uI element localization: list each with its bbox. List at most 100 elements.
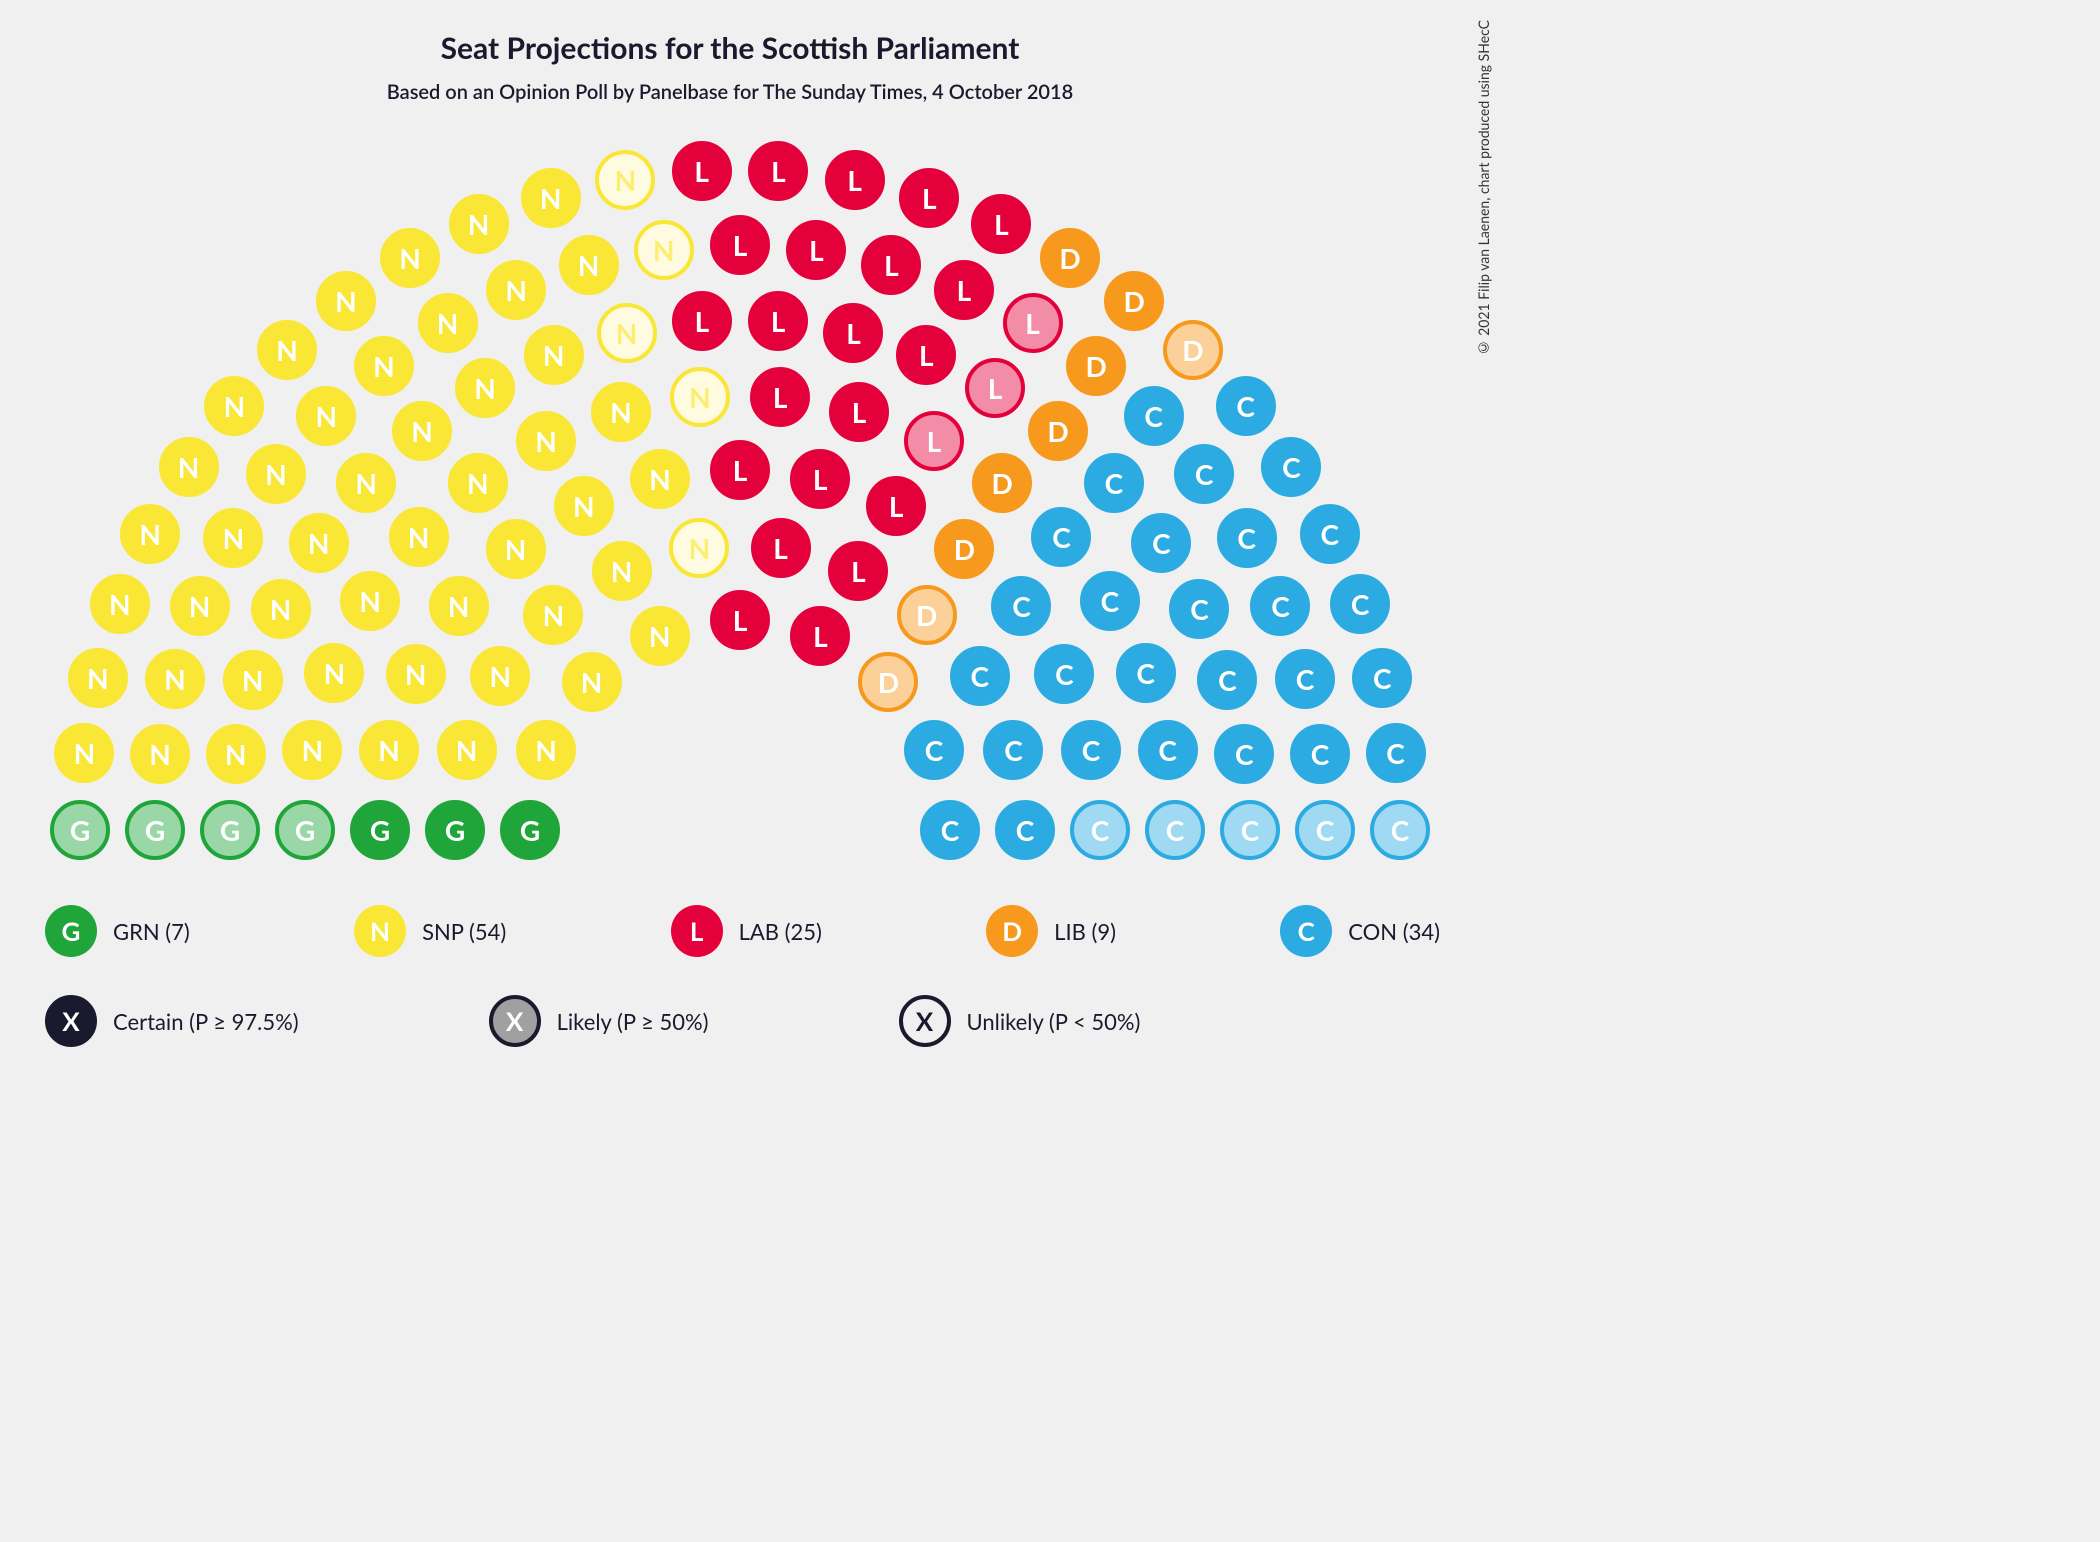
seat: L bbox=[861, 235, 921, 295]
seat: L bbox=[786, 220, 846, 280]
seat: N bbox=[524, 325, 584, 385]
seat: D bbox=[1163, 320, 1223, 380]
seat: C bbox=[1290, 724, 1350, 784]
seat: N bbox=[516, 720, 576, 780]
seat: L bbox=[710, 440, 770, 500]
seat: G bbox=[500, 800, 560, 860]
seat: L bbox=[904, 411, 964, 471]
seat: L bbox=[750, 367, 810, 427]
seat: C bbox=[995, 800, 1055, 860]
seat: C bbox=[1275, 649, 1335, 709]
seat: G bbox=[425, 800, 485, 860]
seat: G bbox=[125, 800, 185, 860]
seat: L bbox=[828, 541, 888, 601]
legend-circle-icon: D bbox=[986, 905, 1038, 957]
seat: N bbox=[449, 194, 509, 254]
legend-probability-item: XCertain (P ≥ 97.5%) bbox=[45, 995, 299, 1047]
copyright-text: © 2021 Filip van Laenen, chart produced … bbox=[1475, 20, 1492, 356]
seat: N bbox=[554, 476, 614, 536]
seat: L bbox=[823, 303, 883, 363]
seat: D bbox=[1028, 401, 1088, 461]
seat: D bbox=[1104, 271, 1164, 331]
seat: L bbox=[672, 291, 732, 351]
seat: N bbox=[521, 168, 581, 228]
seat: C bbox=[1034, 644, 1094, 704]
seat: N bbox=[670, 367, 730, 427]
seat: N bbox=[634, 220, 694, 280]
seat: N bbox=[296, 386, 356, 446]
seat: L bbox=[790, 449, 850, 509]
seat: L bbox=[825, 150, 885, 210]
seat: N bbox=[592, 541, 652, 601]
legend-party-label: GRN (7) bbox=[113, 918, 190, 945]
seat: N bbox=[145, 649, 205, 709]
seat: L bbox=[971, 194, 1031, 254]
seat: N bbox=[304, 643, 364, 703]
seat: G bbox=[350, 800, 410, 860]
seat: D bbox=[934, 519, 994, 579]
seat: L bbox=[866, 476, 926, 536]
legend-probability-label: Certain (P ≥ 97.5%) bbox=[113, 1008, 299, 1035]
legend-circle-icon: G bbox=[45, 905, 97, 957]
seat: C bbox=[983, 720, 1043, 780]
seat: N bbox=[282, 720, 342, 780]
seat: L bbox=[710, 590, 770, 650]
seat: N bbox=[389, 507, 449, 567]
legend-party-lib: D LIB (9) bbox=[986, 905, 1116, 957]
parliament-chart: Seat Projections for the Scottish Parlia… bbox=[0, 0, 1500, 1101]
legend-probability-label: Unlikely (P < 50%) bbox=[967, 1008, 1141, 1035]
seat: G bbox=[275, 800, 335, 860]
hemicycle: GGGGGGGNNNNNNNNNNNNNNNNNNNNNNNNNNNNNNNNN… bbox=[30, 110, 1450, 870]
legend-party-label: CON (34) bbox=[1348, 918, 1440, 945]
legend-probability-item: X Likely (P ≥ 50%) bbox=[489, 995, 709, 1047]
seat: N bbox=[340, 571, 400, 631]
seat: L bbox=[748, 291, 808, 351]
seat: N bbox=[204, 376, 264, 436]
seat: L bbox=[710, 215, 770, 275]
seat: N bbox=[257, 320, 317, 380]
seat: G bbox=[200, 800, 260, 860]
seat: C bbox=[991, 576, 1051, 636]
seat: L bbox=[965, 358, 1025, 418]
seat: C bbox=[1330, 574, 1390, 634]
seat: C bbox=[1145, 800, 1205, 860]
seat: C bbox=[1124, 386, 1184, 446]
seat: C bbox=[1070, 800, 1130, 860]
seat: N bbox=[206, 724, 266, 784]
seat: C bbox=[1352, 648, 1412, 708]
seat: L bbox=[829, 382, 889, 442]
seat: N bbox=[516, 411, 576, 471]
seat: C bbox=[1250, 576, 1310, 636]
legend-party-label: LIB (9) bbox=[1054, 918, 1116, 945]
seat: N bbox=[630, 606, 690, 666]
seat: L bbox=[896, 325, 956, 385]
seat: C bbox=[950, 646, 1010, 706]
chart-subtitle: Based on an Opinion Poll by Panelbase fo… bbox=[0, 80, 1460, 104]
legend-circle-icon: X bbox=[489, 995, 541, 1047]
legend-circle-icon: N bbox=[354, 905, 406, 957]
seat: L bbox=[748, 141, 808, 201]
legend-circle-icon: X bbox=[899, 995, 951, 1047]
seat: L bbox=[899, 168, 959, 228]
legend-probability-label: Likely (P ≥ 50%) bbox=[557, 1008, 709, 1035]
seat: N bbox=[359, 720, 419, 780]
seat: D bbox=[897, 585, 957, 645]
seat: N bbox=[289, 513, 349, 573]
seat: C bbox=[1169, 579, 1229, 639]
legend-probability-item: X Unlikely (P < 50%) bbox=[899, 995, 1141, 1047]
seat: C bbox=[1370, 800, 1430, 860]
seat: C bbox=[1174, 444, 1234, 504]
seat: N bbox=[316, 271, 376, 331]
seat: N bbox=[170, 576, 230, 636]
seat: N bbox=[130, 724, 190, 784]
seat: L bbox=[672, 141, 732, 201]
seat: L bbox=[790, 606, 850, 666]
seat: N bbox=[470, 646, 530, 706]
seat: D bbox=[1040, 228, 1100, 288]
seat: N bbox=[595, 150, 655, 210]
seat: N bbox=[392, 401, 452, 461]
seat: N bbox=[448, 453, 508, 513]
seat: C bbox=[1300, 504, 1360, 564]
seat: C bbox=[1216, 376, 1276, 436]
legend-party-snp: NSNP (54) bbox=[354, 905, 506, 957]
